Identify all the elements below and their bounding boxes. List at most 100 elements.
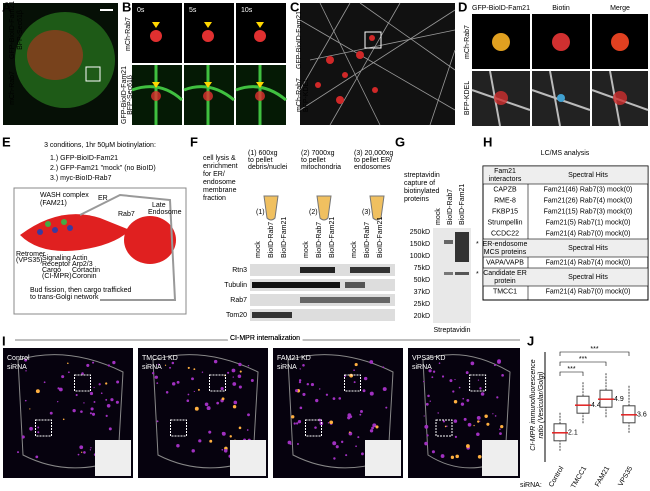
puncta [98, 383, 101, 386]
marker-label: 150kD [410, 241, 430, 248]
puncta [429, 369, 431, 371]
puncta [198, 439, 202, 443]
label: Cortactin [72, 267, 100, 274]
label: GFP-BioID-Fam21 [9, 1, 16, 59]
panel-letter: B [122, 0, 131, 14]
puncta [89, 449, 92, 451]
blot-label: Rtn3 [232, 267, 247, 274]
endosomes [315, 35, 378, 104]
puncta [67, 362, 69, 365]
label: (CI-MPR) [42, 273, 72, 280]
puncta [237, 374, 242, 379]
puncta [209, 439, 213, 443]
puncta [354, 362, 358, 367]
puncta [229, 435, 232, 438]
puncta [424, 441, 428, 446]
label: cell lysis & [203, 155, 236, 162]
puncta [24, 399, 27, 402]
puncta [486, 422, 490, 426]
puncta [425, 402, 429, 406]
condition-label: siRNA [7, 364, 27, 371]
puncta [93, 401, 96, 403]
puncta [193, 368, 196, 371]
label: to trans-Golgi network [30, 294, 99, 301]
section-header [482, 238, 649, 258]
cell: Fam21(15) Rab7(3) mock(0) [544, 208, 633, 215]
puncta [100, 392, 103, 395]
puncta [438, 362, 441, 365]
puncta [465, 371, 469, 375]
puncta [454, 435, 458, 438]
puncta [452, 390, 455, 393]
puncta [349, 431, 351, 433]
label: enrichment [203, 163, 238, 170]
puncta [49, 411, 53, 415]
puncta [332, 397, 336, 400]
puncta [295, 389, 298, 393]
cell: Fam21(46) Rab7(3) mock(0) [544, 186, 633, 193]
puncta [477, 454, 482, 459]
puncta [325, 393, 329, 396]
label: mCh-Rab7 [125, 17, 132, 51]
label: Candidate ER [483, 270, 527, 277]
puncta [470, 361, 475, 366]
puncta [359, 413, 362, 416]
cell-core [27, 30, 83, 80]
marker-label: 250kD [410, 229, 430, 236]
section-header [482, 267, 649, 287]
puncta [423, 380, 425, 383]
puncta [156, 382, 159, 385]
cell: Strumpellin [487, 219, 522, 226]
cell: Fam21(4) Rab7(4) mock(0) [546, 259, 631, 266]
puncta [345, 454, 348, 457]
lane-label: BioID-Rab7 [268, 222, 275, 258]
puncta [232, 382, 237, 386]
label: WASH complex [40, 192, 89, 199]
label: Retromer [16, 251, 46, 258]
puncta [151, 372, 155, 375]
puncta [187, 366, 190, 370]
label: * [476, 271, 479, 278]
lane-label: BioID-Fam21 [459, 184, 466, 225]
puncta [57, 387, 60, 390]
cell: TMCC1 [493, 288, 517, 295]
puncta [332, 441, 337, 446]
puncta [361, 452, 364, 456]
late-endosome [124, 216, 176, 264]
label: Fam21 [494, 168, 516, 175]
puncta [83, 402, 85, 404]
significance-bracket [559, 371, 584, 376]
puncta [208, 430, 212, 434]
lane-label: BioID-Fam21 [377, 217, 384, 258]
lane-label: mock [303, 241, 310, 258]
label: capture of [404, 180, 435, 187]
condition-label: siRNA [277, 364, 297, 371]
label: Streptavidin [434, 327, 471, 334]
puncta [319, 388, 321, 390]
label: (2) [309, 209, 318, 216]
label: to pellet ER/ [354, 157, 392, 164]
puncta [24, 358, 28, 362]
puncta [57, 400, 59, 403]
blot-label: Tom20 [226, 312, 247, 319]
roi-box [344, 374, 361, 392]
median-label: 3.6 [637, 412, 647, 419]
puncta [382, 387, 387, 392]
label: BFP-Sec61β [127, 75, 134, 115]
puncta [353, 381, 356, 384]
median-label: 4.4 [591, 402, 601, 409]
puncta [169, 366, 172, 369]
puncta [61, 375, 65, 379]
label: ER [98, 195, 108, 202]
puncta [105, 398, 108, 401]
label: to pellet [301, 157, 326, 164]
panel-letter: G [395, 134, 405, 149]
category-label: VPS35 [617, 465, 634, 487]
label: mCh-Rab7 [296, 78, 303, 112]
label: 3 conditions, 1hr 50μM biotinylation: [44, 142, 156, 149]
puncta [297, 420, 302, 424]
label: *** [579, 356, 587, 363]
puncta [369, 429, 374, 433]
puncta [293, 422, 296, 425]
section-header [482, 165, 649, 185]
